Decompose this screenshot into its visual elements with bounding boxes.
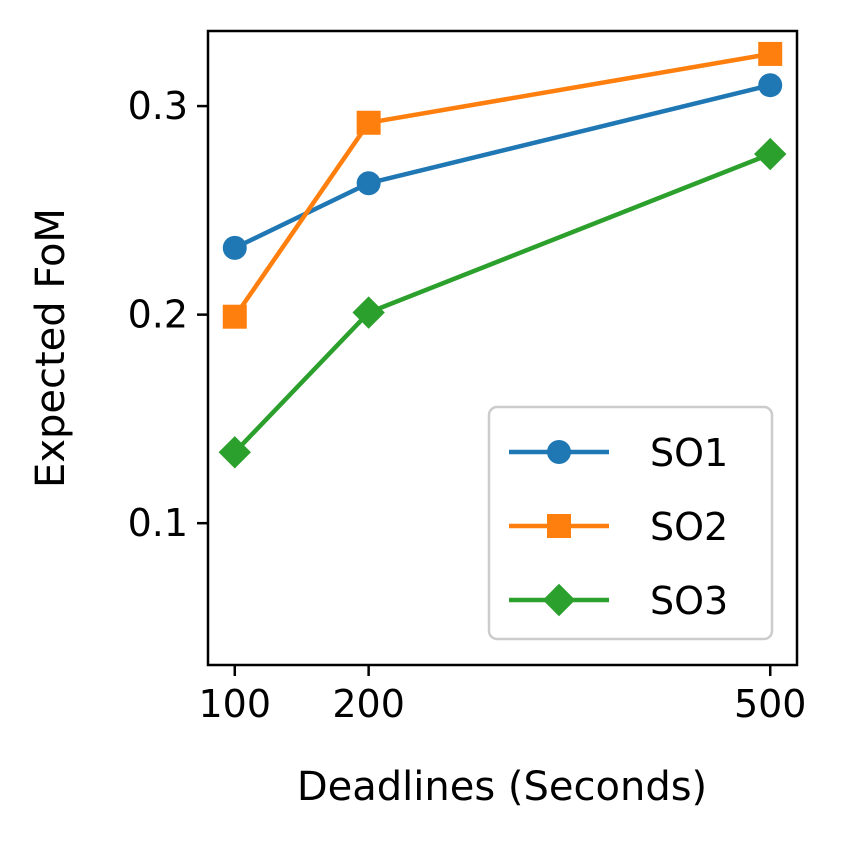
data-point-so2-200 [356,110,381,135]
legend-label-so3: SO3 [650,579,728,623]
legend-marker-so1 [547,440,571,464]
y-tick-label: 0.1 [128,501,188,545]
x-axis-label: Deadlines (Seconds) [297,764,707,810]
series-so3 [218,137,787,469]
legend-frame [487,405,774,641]
legend-marker-so2 [547,514,571,538]
data-point-so3-200 [352,296,385,329]
x-tick-label: 100 [199,682,272,726]
series-so2 [222,41,783,329]
legend-item-so2: SO2 [509,505,728,549]
x-tick-label: 200 [332,682,405,726]
series-so1 [222,73,783,260]
data-point-so2-100 [222,304,247,329]
data-point-so3-100 [218,436,251,469]
x-tick-label: 500 [734,682,807,726]
series-line-so1 [233,83,771,250]
legend-item-so3: SO3 [509,579,728,623]
legend-label-so2: SO2 [650,505,728,549]
legend-item-so1: SO1 [509,431,728,475]
data-point-so3-500 [754,137,787,171]
data-point-so1-500 [758,73,783,98]
legend-marker-so3 [542,583,576,617]
axes-layer: 100 200 500 0.1 0.2 0.3 [128,29,807,726]
y-axis-label: Expected FoM [28,208,74,488]
data-point-so1-200 [356,171,381,196]
legend-label-so1: SO1 [650,431,728,475]
legend: SO1 SO2 SO3 [487,405,774,641]
y-tick-label: 0.3 [128,84,188,128]
data-point-so2-500 [758,41,783,66]
series-layer [218,41,787,469]
axes-frame [206,29,799,667]
data-point-so1-100 [222,235,247,260]
y-tick-label: 0.2 [128,293,188,337]
